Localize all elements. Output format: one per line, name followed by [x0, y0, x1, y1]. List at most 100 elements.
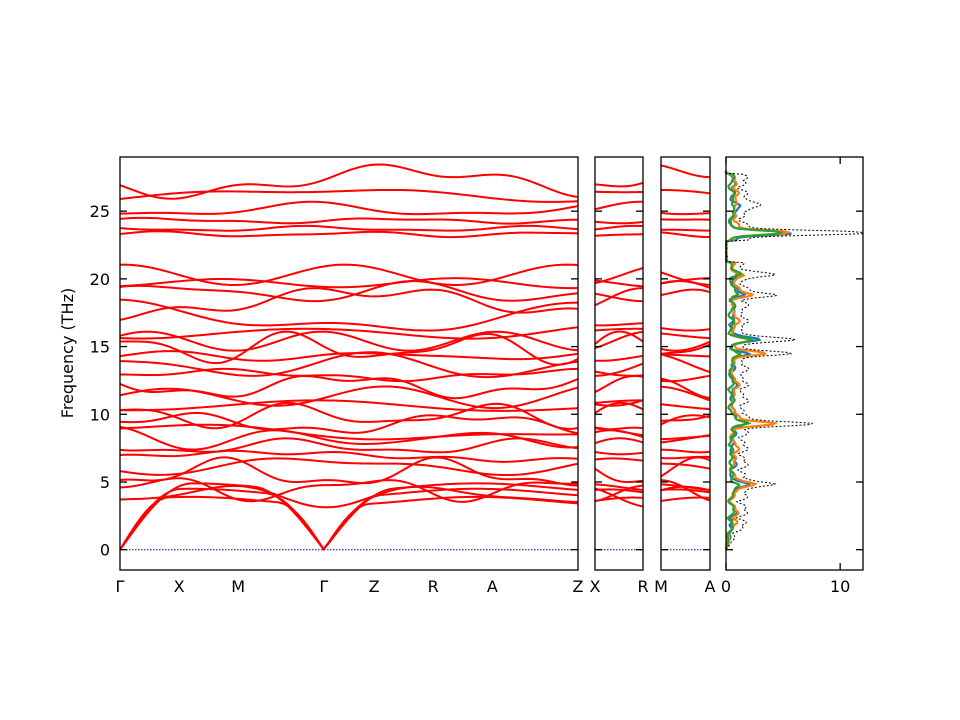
phonon-branch-3	[119, 456, 579, 487]
acoustic-branch-2	[594, 488, 644, 494]
dos-x-tick-label: 10	[830, 577, 850, 596]
phonon-branch-30	[660, 164, 711, 179]
phonon-branch-24	[660, 271, 711, 286]
phonon-branch-15	[660, 353, 711, 374]
acoustic-branch-1	[660, 496, 711, 502]
phonon-branch-28	[119, 200, 579, 216]
phonon-branch-19	[594, 327, 643, 332]
phonon-branch-29	[119, 188, 579, 203]
acoustic-branch-2	[119, 487, 579, 551]
dos-panel-frame	[725, 156, 864, 571]
phonon-branch-30	[594, 181, 644, 188]
phonon-branch-14	[594, 370, 644, 377]
phonon-branch-4	[119, 457, 579, 477]
dos-x-tick-label: 0	[721, 577, 731, 596]
phonon-branch-8	[660, 434, 711, 441]
phonon-branch-4	[660, 462, 711, 470]
y-tick-label: 20	[90, 270, 110, 289]
phonon-branch-21	[119, 287, 579, 321]
phonon-branch-15	[594, 362, 644, 377]
phonon-branch-20	[119, 298, 579, 332]
phonon-branch-6	[660, 448, 711, 454]
x-tick-label-Γ: Γ	[116, 577, 125, 596]
panel-frame	[119, 156, 579, 571]
phonon-branch-6	[594, 437, 644, 445]
y-tick-label: 15	[90, 338, 110, 357]
phonon-branch-18	[594, 330, 644, 349]
phonon-branch-12	[594, 399, 644, 407]
phonon-branch-5	[594, 451, 644, 456]
x-tick-label-Z: Z	[369, 577, 380, 596]
phonon-branch-19	[660, 332, 711, 340]
phonon-branch-11	[660, 403, 711, 411]
x-tick-label-A: A	[487, 577, 498, 596]
phonon-branch-18	[660, 340, 711, 352]
phonon-branch-28	[594, 200, 644, 211]
acoustic-branch-3	[119, 482, 579, 551]
phonon-branch-17	[660, 343, 711, 355]
phonon-branch-6	[119, 437, 579, 454]
phonon-branch-14	[660, 374, 711, 383]
phonon-branch-26	[661, 228, 710, 232]
phonon-branch-4	[594, 457, 644, 462]
phonon-branch-21	[594, 287, 643, 307]
x-tick-label-X: X	[590, 577, 601, 596]
x-tick-label-M: M	[654, 577, 668, 596]
phonon-branch-16	[660, 353, 711, 358]
x-tick-label-A: A	[705, 577, 716, 596]
x-tick-label-R: R	[637, 577, 648, 596]
y-axis-title: Frequency (THz)	[58, 288, 77, 418]
phonon-branch-29	[660, 188, 711, 195]
phonon-branch-28	[660, 211, 711, 216]
y-tick-label: 10	[90, 405, 110, 424]
phonon-branch-22	[594, 292, 643, 303]
phonon-branch-25	[594, 233, 644, 237]
x-tick-label-Γ: Γ	[319, 577, 328, 596]
panel-frame	[594, 156, 644, 571]
phonon-branch-5	[660, 455, 711, 460]
acoustic-branch-3	[594, 483, 644, 491]
phonon-branch-11	[119, 399, 579, 412]
phonon-branch-20	[660, 327, 711, 332]
x-tick-label-X: X	[174, 577, 185, 596]
x-tick-label-R: R	[428, 577, 439, 596]
phonon-branch-25	[660, 231, 710, 239]
phonon-branch-27	[594, 220, 644, 225]
y-tick-label: 5	[100, 473, 110, 492]
phonon-branch-20	[594, 322, 644, 327]
phonon-branch-9	[594, 426, 644, 431]
y-tick-label: 25	[90, 202, 110, 221]
phonon-branch-9	[119, 411, 579, 435]
phonon-branch-12	[660, 385, 711, 402]
phonon-branch-14	[119, 367, 579, 383]
phonon-branch-10	[660, 414, 711, 422]
panel-frame	[660, 156, 711, 571]
phonon-branch-11	[594, 399, 643, 404]
phonon-branch-13	[119, 375, 579, 400]
phonon-branch-18	[119, 330, 579, 352]
acoustic-branch-3	[660, 483, 711, 491]
phonon-branch-16	[594, 354, 644, 362]
phonon-branch-22	[119, 280, 579, 303]
phonon-branch-27	[119, 216, 579, 225]
dos-partial-curve-2	[724, 170, 792, 551]
y-tick-label: 0	[100, 541, 110, 560]
acoustic-branch-1	[594, 496, 644, 502]
phonon-branch-26	[119, 224, 579, 232]
dos-partial-curve-3	[724, 170, 784, 550]
x-tick-label-M: M	[231, 577, 245, 596]
dos-panel: 0 10	[721, 156, 864, 596]
phonon-branch-26	[594, 224, 644, 231]
phonon-branch-16	[119, 350, 579, 362]
phonon-branch-21	[660, 288, 711, 297]
phonon-branch-10	[594, 401, 644, 414]
phonon-branch-25	[119, 230, 579, 239]
phonon-branch-24	[119, 263, 579, 286]
x-tick-label-Z: Z	[573, 577, 584, 596]
phonon-branch-24	[594, 267, 644, 285]
